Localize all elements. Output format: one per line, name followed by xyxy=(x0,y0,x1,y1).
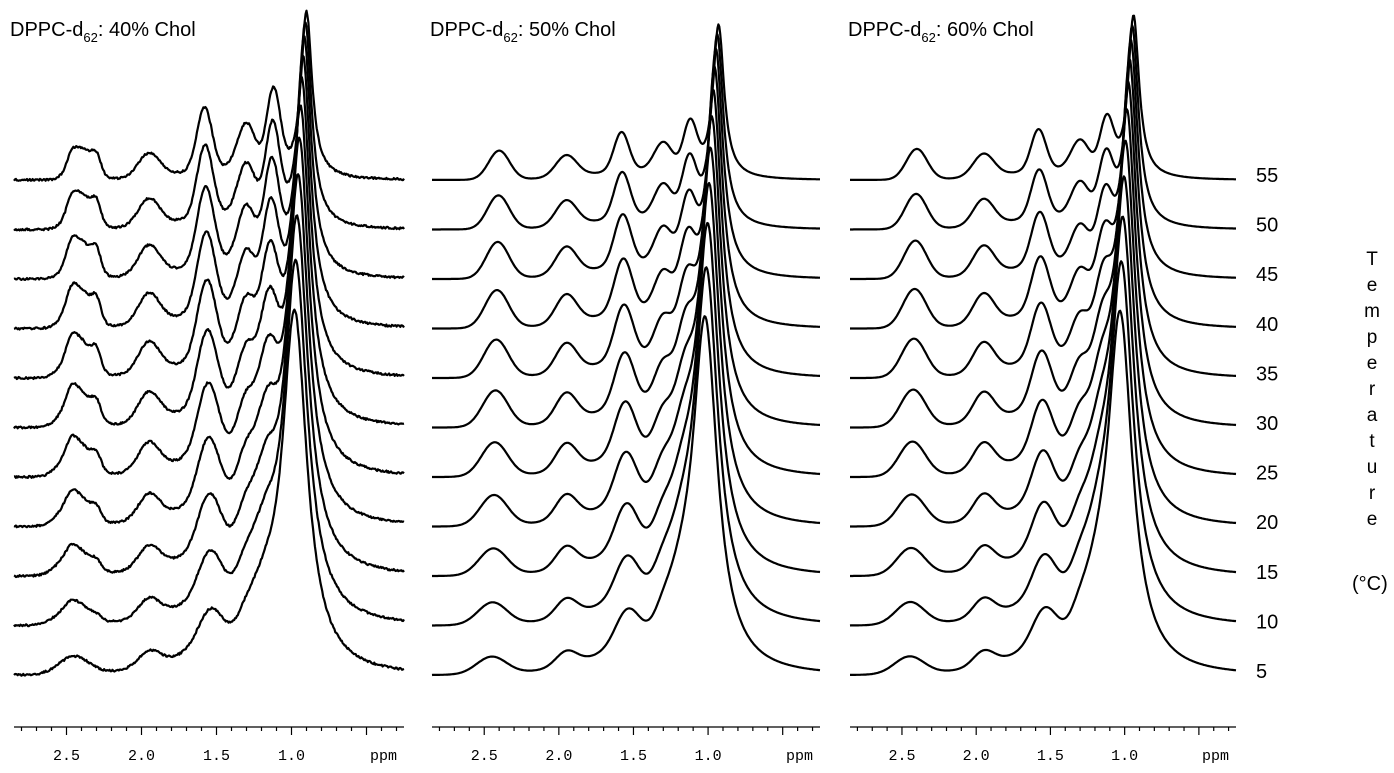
spectrum-trace-55 xyxy=(13,9,405,182)
spectrum-trace-25 xyxy=(849,139,1237,479)
spectrum-trace-20 xyxy=(13,173,405,529)
panel-40-chol: DPPC-d62: 40% Chol 2.5 2.0 1.5 1.0 ppm xyxy=(10,9,405,765)
temperature-label: 20 xyxy=(1256,512,1278,534)
axis-tick-labels: 2.5 2.0 1.5 1.0 xyxy=(471,748,722,765)
spectrum-trace-10 xyxy=(431,266,821,627)
spectrum-trace-30 xyxy=(13,104,405,430)
tick-label: 2.5 xyxy=(471,748,498,765)
axis-title-letter: t xyxy=(1369,431,1375,452)
spectrum-trace-5 xyxy=(849,309,1237,676)
ppm-axis: 2.5 2.0 1.5 1.0 ppm xyxy=(850,726,1236,765)
temperature-label: 15 xyxy=(1256,562,1278,584)
ppm-axis: 2.5 2.0 1.5 1.0 ppm xyxy=(14,726,404,765)
panel-50-chol: DPPC-d62: 50% Chol 2.5 2.0 1.5 1.0 ppm xyxy=(430,19,821,765)
spectrum-trace-10 xyxy=(849,260,1237,627)
spectrum-trace-15 xyxy=(13,214,405,579)
spectrum-trace-55 xyxy=(849,14,1237,181)
spectrum-trace-50 xyxy=(13,21,405,232)
spectrum-trace-20 xyxy=(431,181,821,528)
spectrum-trace-30 xyxy=(431,115,821,429)
axis-title-letter: T xyxy=(1366,249,1378,270)
spectrum-trace-25 xyxy=(13,136,405,479)
panel-60-chol: DPPC-d62: 60% Chol 2.5 2.0 1.5 1.0 ppm xyxy=(848,14,1237,765)
spectrum-trace-35 xyxy=(849,81,1237,380)
temperature-label: 50 xyxy=(1256,215,1278,237)
ppm-unit-label: ppm xyxy=(1202,748,1229,765)
spectrum-trace-45 xyxy=(849,39,1237,281)
temperature-label: 25 xyxy=(1256,463,1278,485)
tick-label: 1.0 xyxy=(278,748,305,765)
tick-label: 1.0 xyxy=(695,748,722,765)
tick-label: 2.0 xyxy=(963,748,990,765)
spectrum-trace-45 xyxy=(13,35,405,281)
spectrum-trace-40 xyxy=(849,57,1237,330)
tick-label: 1.5 xyxy=(1037,748,1064,765)
temperature-label: 55 xyxy=(1256,165,1278,187)
axis-tick-labels: 2.5 2.0 1.5 1.0 xyxy=(888,748,1138,765)
axis-title-letter: u xyxy=(1367,457,1378,478)
ppm-axis: 2.5 2.0 1.5 1.0 ppm xyxy=(432,726,820,765)
tick-label: 1.5 xyxy=(620,748,647,765)
spectrum-trace-30 xyxy=(849,108,1237,429)
temperature-label: 35 xyxy=(1256,363,1278,385)
panel-title: DPPC-d62: 40% Chol xyxy=(10,19,196,45)
spectrum-trace-50 xyxy=(431,33,821,231)
panel-title: DPPC-d62: 60% Chol xyxy=(848,19,1034,45)
spectrum-trace-20 xyxy=(849,175,1237,528)
spectrum-trace-40 xyxy=(431,65,821,330)
tick-label: 1.5 xyxy=(203,748,230,765)
temperature-label: 10 xyxy=(1256,611,1278,633)
axis-title-letter: r xyxy=(1369,483,1376,504)
tick-label: 2.0 xyxy=(128,748,155,765)
spectrum-trace-35 xyxy=(431,88,821,380)
tick-label: 2.5 xyxy=(888,748,915,765)
spectrum-trace-40 xyxy=(13,54,405,331)
ppm-unit-label: ppm xyxy=(786,748,813,765)
spectrum-trace-15 xyxy=(431,221,821,578)
axis-title-letter: e xyxy=(1367,509,1378,530)
axis-title-letter: e xyxy=(1367,353,1378,374)
spectrum-trace-25 xyxy=(431,146,821,479)
spectrum-trace-45 xyxy=(431,47,821,281)
panel-title: DPPC-d62: 50% Chol xyxy=(430,19,616,45)
spectrum-trace-55 xyxy=(431,23,821,181)
temperature-label: 40 xyxy=(1256,314,1278,336)
spectrum-trace-5 xyxy=(13,308,405,677)
axis-tick-labels: 2.5 2.0 1.5 1.0 xyxy=(53,748,305,765)
spectrum-trace-15 xyxy=(849,215,1237,578)
spectrum-trace-50 xyxy=(849,24,1237,231)
axis-title-letter: e xyxy=(1367,275,1378,296)
axis-title-letter: a xyxy=(1367,405,1378,426)
axis-ticks xyxy=(856,727,1230,735)
axis-title-letter: p xyxy=(1367,327,1378,348)
temperature-labels: 55 50 45 40 35 30 25 20 15 10 5 xyxy=(1256,165,1278,683)
tick-label: 1.0 xyxy=(1111,748,1138,765)
spectra-stack xyxy=(849,14,1237,676)
tick-label: 2.0 xyxy=(545,748,572,765)
temperature-label: 5 xyxy=(1256,661,1267,683)
temperature-label: 45 xyxy=(1256,264,1278,286)
tick-label: 2.5 xyxy=(53,748,80,765)
spectrum-trace-35 xyxy=(13,76,405,381)
axis-title-letter: r xyxy=(1369,379,1376,400)
axis-ticks xyxy=(20,727,398,735)
ppm-unit-label: ppm xyxy=(370,748,397,765)
temperature-unit: (°C) xyxy=(1352,573,1388,595)
spectrum-trace-5 xyxy=(431,315,821,677)
axis-title-letter: m xyxy=(1364,301,1380,322)
spectra-stack xyxy=(13,9,405,677)
axis-ticks xyxy=(438,727,814,735)
spectra-stack xyxy=(431,23,821,677)
spectrum-trace-10 xyxy=(13,258,405,628)
temperature-label: 30 xyxy=(1256,413,1278,435)
